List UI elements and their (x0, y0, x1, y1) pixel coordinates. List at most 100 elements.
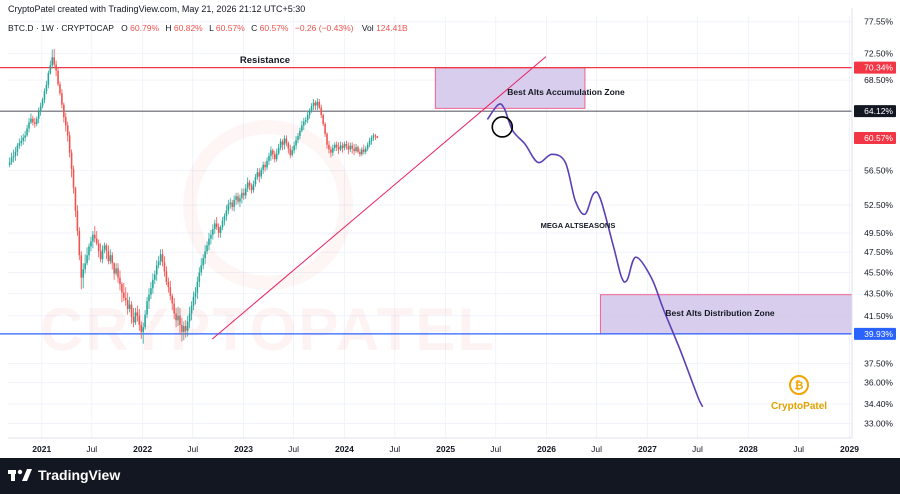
candle-11 (30, 113, 32, 124)
candle-172 (341, 142, 344, 153)
tradingview-brand-text: TradingView (38, 467, 121, 483)
candle-4 (16, 143, 19, 156)
y-axis: 77.55% 72.50% 68.50% 56.50% 52.50% 49.50% 47.5… (851, 8, 896, 438)
x-tick-label-4: 2023 (234, 444, 253, 454)
candle-72 (148, 288, 150, 310)
ohlc-legend: BTC.D · 1W · CRYPTOCAP O 60.79% H 60.82%… (8, 23, 408, 33)
candle-121 (243, 188, 245, 200)
x-tick-label-1: Jul (86, 444, 97, 454)
candle-76 (155, 260, 158, 281)
candle-129 (258, 168, 261, 183)
candle-54 (113, 262, 115, 280)
candle-105 (212, 224, 214, 240)
candle-28 (63, 102, 65, 123)
candle-160 (318, 98, 321, 110)
candle-12 (32, 115, 34, 126)
candle-150 (299, 127, 301, 140)
candle-166 (330, 146, 332, 158)
candle-146 (291, 146, 293, 157)
legend-h-value: 60.82% (174, 23, 203, 33)
legend-c-value: 60.57% (260, 23, 289, 33)
candle-112 (225, 205, 228, 221)
candle-16 (39, 102, 42, 116)
x-tick-label-15: Jul (793, 444, 804, 454)
price-label-2: 60.57% (854, 131, 896, 144)
candle-7 (22, 133, 25, 145)
candle-163 (324, 122, 326, 137)
candle-167 (332, 144, 334, 156)
y-tick-label-1: 72.50% (864, 48, 893, 58)
legend-o-label: O (121, 23, 128, 33)
candle-137 (273, 151, 276, 163)
candle-69 (142, 322, 144, 344)
candle-3 (14, 147, 17, 161)
candle-101 (204, 245, 206, 265)
candle-14 (35, 116, 38, 127)
candle-71 (146, 296, 148, 319)
candle-161 (320, 104, 323, 118)
svg-text:BTC.D · 1W · CRYPTOCAP: BTC.D · 1W · CRYPTOCAP O 60.79% H 60.82%… (8, 23, 408, 33)
candle-178 (353, 143, 355, 156)
candle-119 (239, 194, 241, 207)
candle-158 (314, 100, 317, 110)
candle-164 (326, 132, 328, 149)
candle-77 (157, 256, 160, 269)
tradingview-logo[interactable]: TradingView (8, 467, 120, 483)
candle-32 (70, 149, 73, 178)
candle-133 (266, 157, 268, 170)
y-tick-label-10: 37.50% (864, 358, 893, 368)
candle-153 (304, 117, 307, 125)
candle-152 (303, 117, 305, 131)
candle-134 (268, 152, 270, 165)
y-tick-label-5: 49.50% (864, 228, 893, 238)
candle-180 (357, 145, 359, 154)
candle-111 (223, 213, 226, 226)
candle-65 (134, 307, 137, 325)
candle-68 (140, 321, 143, 339)
y-tick-label-9: 41.50% (864, 311, 893, 321)
candle-26 (59, 81, 61, 96)
candle-128 (256, 168, 259, 180)
candle-34 (74, 186, 77, 217)
candle-6 (20, 135, 23, 147)
candle-59 (123, 282, 125, 302)
y-tick-label-6: 47.50% (864, 247, 893, 257)
x-tick-label-11: Jul (591, 444, 602, 454)
candle-181 (359, 148, 361, 157)
candle-118 (237, 192, 239, 205)
btc-dominance-chart[interactable]: CRYPTOPATEL BTC.D · 1W · CRYPTOCAP O 60.… (0, 0, 900, 458)
candle-49 (103, 242, 106, 254)
candle-162 (322, 113, 324, 127)
candle-25 (57, 67, 59, 87)
candle-169 (335, 141, 338, 152)
candle-165 (328, 140, 330, 154)
candle-117 (235, 192, 237, 206)
legend-o-value: 60.79% (130, 23, 159, 33)
candle-55 (115, 263, 117, 276)
candle-126 (252, 180, 255, 193)
candle-120 (241, 188, 243, 204)
x-tick-label-14: 2028 (739, 444, 758, 454)
candle-47 (99, 243, 102, 263)
candle-104 (210, 230, 212, 245)
candle-87 (177, 306, 179, 327)
candle-43 (92, 230, 94, 249)
candle-63 (130, 301, 133, 324)
y-tick-label-7: 45.50% (864, 267, 893, 277)
candle-94 (190, 301, 193, 321)
candle-74 (152, 273, 154, 294)
candle-122 (244, 184, 247, 199)
zone-1 (599, 294, 853, 335)
mega-altseasons-label: MEGA ALTSEASONS (541, 221, 616, 230)
candle-21 (49, 60, 52, 75)
candle-139 (277, 143, 280, 156)
candle-44 (94, 226, 96, 243)
candle-33 (72, 165, 75, 194)
candle-39 (84, 254, 86, 274)
candle-183 (362, 144, 365, 155)
candle-176 (349, 142, 352, 152)
x-tick-label-16: 2029 (840, 444, 859, 454)
candle-90 (183, 321, 185, 341)
candle-116 (233, 195, 235, 212)
candle-145 (289, 144, 292, 159)
